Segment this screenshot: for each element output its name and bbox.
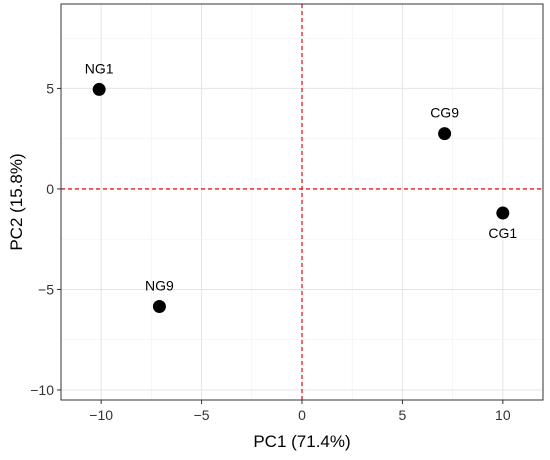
x-axis-title: PC1 (71.4%) [253,432,350,451]
x-tick-label: −10 [89,407,113,423]
x-tick-label: −5 [194,407,210,423]
data-label-ng9: NG9 [145,278,174,294]
y-tick-label: −10 [30,382,54,398]
y-axis-ticks: −10 −5 0 5 [30,80,61,398]
y-axis-title: PC2 (15.8%) [7,153,26,250]
data-label-cg9: CG9 [430,105,459,121]
x-tick-label: 10 [495,407,511,423]
y-tick-label: −5 [38,281,54,297]
reference-lines [61,4,543,400]
data-points: NG1 CG9 CG1 NG9 [85,60,517,314]
data-label-ng1: NG1 [85,60,114,76]
x-tick-label: 0 [298,407,306,423]
y-tick-label: 5 [46,80,54,96]
data-label-cg1: CG1 [488,225,517,241]
x-axis-ticks: −10 −5 0 5 10 [89,400,511,423]
data-point-ng9 [152,300,166,314]
x-tick-label: 5 [399,407,407,423]
y-tick-label: 0 [46,181,54,197]
data-point-cg1 [496,206,510,220]
data-point-cg9 [438,127,452,141]
data-point-ng1 [92,82,106,96]
